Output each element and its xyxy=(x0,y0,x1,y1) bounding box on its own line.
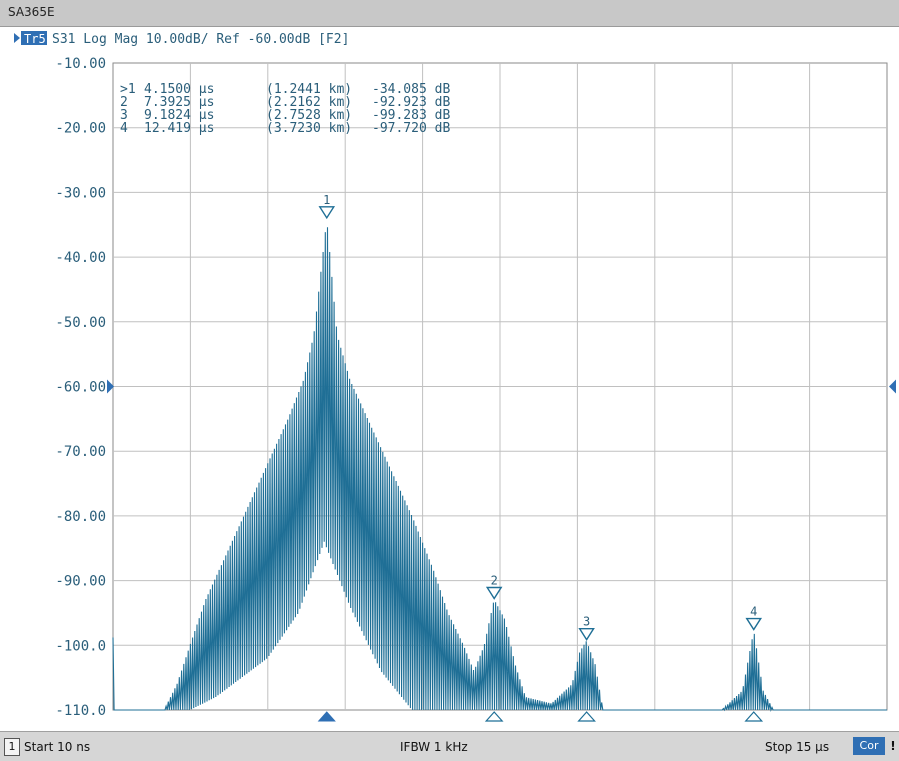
marker-axis-icon[interactable] xyxy=(484,711,504,722)
marker-triangle-icon[interactable] xyxy=(485,586,503,600)
status-bar: 1 Start 10 ns IFBW 1 kHz Stop 15 µs Cor … xyxy=(0,731,899,761)
y-tick-labels: -10.00 -20.00 -30.00 -40.00 -50.00 -60.00 -70.… xyxy=(55,56,106,719)
ifbw-value[interactable]: IFBW 1 kHz xyxy=(400,740,468,754)
y-tick-label: -40.00 xyxy=(55,250,106,266)
ref-level-left-icon[interactable] xyxy=(107,379,114,394)
y-tick-label: -10.00 xyxy=(55,56,106,72)
trace-line xyxy=(112,227,887,712)
y-tick-label: -80.00 xyxy=(55,509,106,525)
trace-header[interactable]: Tr5 S31 Log Mag 10.00dB/ Ref -60.00dB [F2… xyxy=(14,31,349,47)
trace-layer xyxy=(112,227,887,712)
marker-table-time: 4.1500 µs xyxy=(144,82,214,97)
channel-number[interactable]: 1 xyxy=(4,738,20,756)
trace-arrow-icon[interactable] xyxy=(14,33,20,43)
marker-table: >1 4.1500 µs (1.2441 km) -34.085 dB 2 7.3925… xyxy=(120,82,450,136)
marker-table-time: 7.3925 µs xyxy=(144,95,214,110)
start-value[interactable]: Start 10 ns xyxy=(24,740,91,754)
stop-value[interactable]: Stop 15 µs xyxy=(765,740,830,754)
y-tick-label: -20.00 xyxy=(55,121,106,137)
marker-label[interactable]: 4 xyxy=(750,605,757,619)
marker-label[interactable]: 3 xyxy=(583,615,590,629)
warning-indicator: ! xyxy=(890,739,896,753)
trace-chart: -10.00 -20.00 -30.00 -40.00 -50.00 -60.00 -70.… xyxy=(14,31,896,722)
marker-label[interactable]: 2 xyxy=(491,574,498,588)
y-tick-label: -90.00 xyxy=(55,574,106,590)
marker-label[interactable]: 1 xyxy=(323,193,330,207)
y-tick-label: -100.0 xyxy=(55,638,106,654)
trace-badge-label[interactable]: Tr5 xyxy=(24,32,46,46)
marker-triangle-icon[interactable] xyxy=(578,627,595,641)
marker-axis-icon[interactable] xyxy=(744,711,764,722)
marker-table-id: 4 xyxy=(120,121,128,136)
window-title: SA365E xyxy=(8,5,55,19)
correction-badge[interactable]: Cor xyxy=(853,737,885,755)
marker-table-distance: (2.2162 km) xyxy=(266,95,352,110)
marker-table-value: -99.283 dB xyxy=(372,108,450,123)
marker-table-time: 12.419 µs xyxy=(144,121,214,136)
reference-pointers[interactable] xyxy=(107,379,896,394)
marker-axis-icon[interactable] xyxy=(577,711,596,722)
marker-axis-active-icon[interactable] xyxy=(317,711,336,722)
marker-table-value: -92.923 dB xyxy=(372,95,450,110)
y-tick-label: -60.00 xyxy=(55,380,106,396)
trace-badge[interactable] xyxy=(21,31,47,45)
marker-glyph-layer[interactable]: 1 2 3 4 xyxy=(317,193,764,722)
y-tick-label: -30.00 xyxy=(55,185,106,201)
marker-triangle-icon[interactable] xyxy=(745,617,763,631)
marker-table-id: 2 xyxy=(120,95,128,110)
marker-table-id: >1 xyxy=(120,82,136,97)
marker-table-time: 9.1824 µs xyxy=(144,108,214,123)
marker-table-value: -97.720 dB xyxy=(372,121,450,136)
window-titlebar: SA365E xyxy=(0,0,899,27)
marker-table-distance: (2.7528 km) xyxy=(266,108,352,123)
y-tick-label: -50.00 xyxy=(55,315,106,331)
ref-level-right-icon[interactable] xyxy=(889,379,896,394)
trace-description[interactable]: S31 Log Mag 10.00dB/ Ref -60.00dB [F2] xyxy=(52,32,349,47)
marker-table-distance: (1.2441 km) xyxy=(266,82,352,97)
marker-triangle-icon[interactable] xyxy=(318,206,336,220)
marker-table-value: -34.085 dB xyxy=(372,82,450,97)
marker-table-id: 3 xyxy=(120,108,128,123)
y-tick-label: -70.00 xyxy=(55,444,106,460)
y-tick-label: -110.0 xyxy=(55,703,106,719)
marker-table-distance: (3.7230 km) xyxy=(266,121,352,136)
